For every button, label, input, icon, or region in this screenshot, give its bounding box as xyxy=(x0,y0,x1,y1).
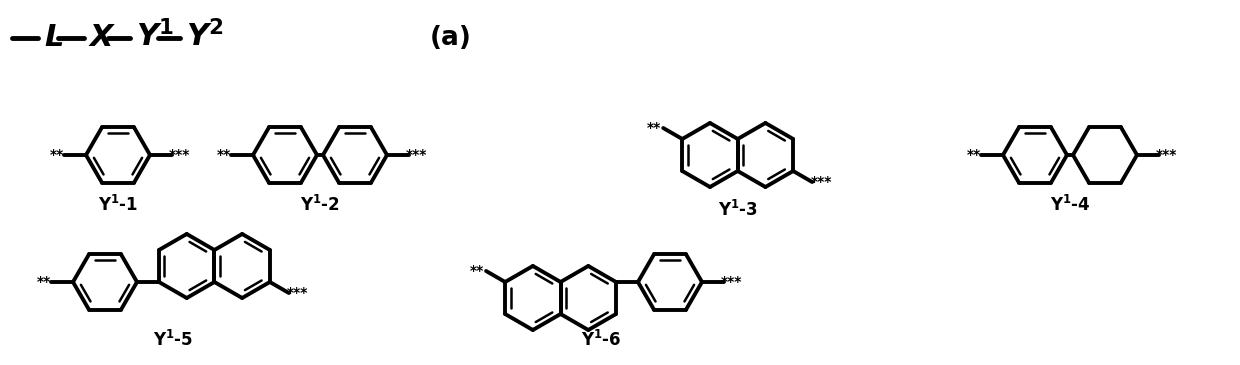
Text: **: ** xyxy=(217,148,231,162)
Text: Y$\mathbf{^2}$: Y$\mathbf{^2}$ xyxy=(186,20,223,52)
Text: ***: *** xyxy=(1156,148,1177,162)
Text: ***: *** xyxy=(169,148,190,162)
Text: **: ** xyxy=(647,121,661,135)
Text: $\mathbf{Y^1}$-3: $\mathbf{Y^1}$-3 xyxy=(718,200,758,220)
Text: $\mathbf{Y^1}$-4: $\mathbf{Y^1}$-4 xyxy=(1050,195,1090,215)
Text: (a): (a) xyxy=(430,25,472,51)
Text: **: ** xyxy=(37,275,51,289)
Text: ***: *** xyxy=(811,175,832,189)
Text: $\mathbf{Y^1}$-2: $\mathbf{Y^1}$-2 xyxy=(300,195,340,215)
Text: $\mathbf{Y^1}$-6: $\mathbf{Y^1}$-6 xyxy=(582,330,621,350)
Text: L: L xyxy=(43,23,63,53)
Text: ***: *** xyxy=(405,148,427,162)
Text: $\mathbf{Y^1}$-5: $\mathbf{Y^1}$-5 xyxy=(154,330,193,350)
Text: **: ** xyxy=(50,148,64,162)
Text: $\mathbf{Y^1}$-1: $\mathbf{Y^1}$-1 xyxy=(98,195,138,215)
Text: **: ** xyxy=(967,148,981,162)
Text: ***: *** xyxy=(288,286,309,300)
Text: **: ** xyxy=(470,264,485,278)
Text: Y$\mathbf{^1}$: Y$\mathbf{^1}$ xyxy=(136,20,174,52)
Text: X: X xyxy=(91,23,114,53)
Text: ***: *** xyxy=(720,275,742,289)
